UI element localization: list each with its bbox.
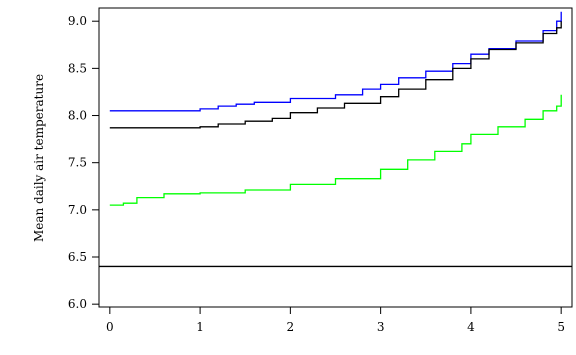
y-tick-label: 6.5	[68, 250, 87, 264]
plot-frame	[98, 7, 573, 308]
y-tick-label: 7.5	[68, 156, 87, 170]
y-tick-label: 9.0	[68, 14, 87, 28]
series-group	[109, 11, 562, 206]
x-tick-label: 2	[287, 320, 295, 334]
series-line-1	[109, 11, 562, 112]
series-line-3	[109, 94, 562, 206]
x-tick-label: 0	[106, 320, 114, 334]
y-axis-title: Mean daily air temperature	[32, 74, 46, 242]
y-tick-label: 8.0	[68, 109, 87, 123]
y-tick-label: 7.0	[68, 203, 87, 217]
series-line-2	[109, 21, 562, 129]
y-tick-label: 6.0	[68, 297, 87, 311]
x-tick-label: 5	[557, 320, 565, 334]
x-tick-label: 4	[467, 320, 475, 334]
x-tick-label: 3	[377, 320, 385, 334]
x-axis: 0 1 2 3 4 5	[106, 307, 565, 334]
x-tick-label: 1	[196, 320, 204, 334]
y-axis: 6.0 6.5 7.0 7.5 8.0 8.5 9.0	[68, 14, 99, 311]
y-tick-label: 8.5	[68, 61, 87, 75]
